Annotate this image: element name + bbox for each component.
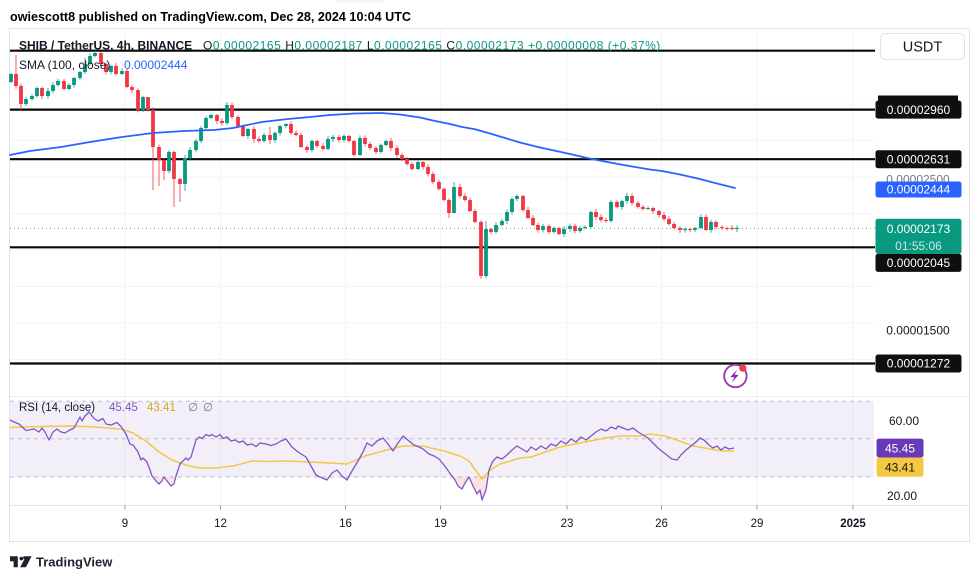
svg-text:45.45: 45.45 [885,441,915,455]
svg-text:23: 23 [561,518,574,530]
svg-text:0.00002173: 0.00002173 [887,222,951,236]
svg-text:26: 26 [655,518,668,530]
svg-text:SHIB / TetherUS, 4h, BINANCE: SHIB / TetherUS, 4h, BINANCE [19,39,192,53]
svg-text:43.41: 43.41 [147,402,176,414]
svg-text:0.00001272: 0.00001272 [887,357,951,371]
svg-text:29: 29 [751,518,764,530]
svg-text:USDT: USDT [903,40,943,56]
svg-text:01:55:06: 01:55:06 [895,239,942,253]
svg-text:20.00: 20.00 [887,489,917,503]
svg-text:9: 9 [122,518,128,530]
svg-text:∅: ∅ [188,402,198,414]
svg-text:0.00002631: 0.00002631 [887,152,951,166]
svg-text:∅: ∅ [203,402,213,414]
svg-text:owiescott8 published on Tradin: owiescott8 published on TradingView.com,… [10,10,411,24]
svg-text:0.00001500: 0.00001500 [886,324,950,338]
svg-text:60.00: 60.00 [889,414,919,428]
svg-text:0.00002045: 0.00002045 [887,256,951,270]
svg-text:45.45: 45.45 [109,402,138,414]
svg-text:RSI (14, close): RSI (14, close) [19,402,95,414]
svg-text:TradingView: TradingView [36,555,113,570]
svg-text:12: 12 [214,518,227,530]
svg-text:0.00002960: 0.00002960 [887,103,951,117]
svg-text:43.41: 43.41 [885,460,915,474]
svg-text:0.00002444: 0.00002444 [887,183,951,197]
svg-text:SMA (100, close): SMA (100, close) [19,58,110,72]
svg-text:2025: 2025 [840,518,866,530]
svg-text:0.00002444: 0.00002444 [124,58,188,72]
svg-text:19: 19 [434,518,447,530]
svg-text:16: 16 [339,518,352,530]
